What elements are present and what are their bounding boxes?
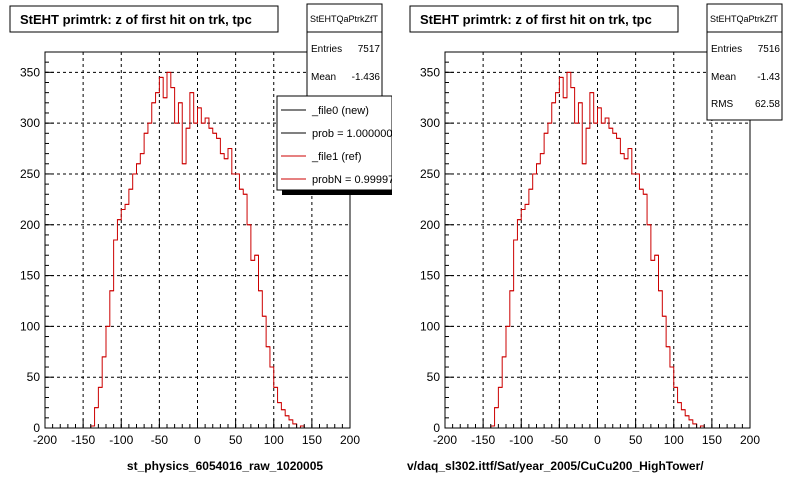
x-tick-label: -200: [33, 433, 57, 447]
chart-title: StEHT primtrk: z of first hit on trk, tp…: [20, 12, 252, 27]
y-tick-label: 350: [420, 65, 440, 79]
x-axis-label: st_physics_6054016_raw_1020005: [127, 459, 323, 473]
x-tick-label: 150: [702, 433, 722, 447]
y-tick-label: 250: [20, 167, 40, 181]
stats-mean-label: Mean: [711, 72, 736, 83]
y-tick-label: 300: [420, 116, 440, 130]
stats-entries-label: Entries: [311, 44, 342, 55]
x-tick-label: 100: [664, 433, 684, 447]
y-tick-label: 300: [20, 116, 40, 130]
x-tick-label: -200: [433, 433, 457, 447]
y-tick-label: 0: [433, 421, 440, 435]
x-tick-label: -50: [151, 433, 169, 447]
histogram-right-svg: -200 -150 -100 -50 0 50 100 150 200 0 50 100 150 200 2…: [407, 3, 783, 473]
legend-box: [276, 95, 393, 191]
x-tick-label: 100: [264, 433, 284, 447]
x-tick-label: 200: [740, 433, 760, 447]
x-tick-label: 150: [302, 433, 322, 447]
stats-name: StEHTQaPtrkZfT: [310, 14, 379, 24]
series-left: [90, 71, 305, 429]
y-tick-label: 0: [33, 421, 40, 435]
stats-box: [706, 3, 783, 121]
y-tick-label: 50: [427, 370, 441, 384]
y-tick-label: 100: [420, 319, 440, 333]
x-axis-label: v/daq_sl302.ittf/Sat/year_2005/CuCu200_H…: [407, 459, 704, 473]
x-tick-label: -150: [471, 433, 495, 447]
chart-title: StEHT primtrk: z of first hit on trk, tp…: [420, 12, 652, 27]
title-box: [9, 5, 279, 33]
y-tick-label: 100: [20, 319, 40, 333]
y-tick-label: 200: [20, 218, 40, 232]
histogram-pad-right: -200 -150 -100 -50 0 50 100 150 200 0 50 100 150 200 2…: [400, 0, 800, 480]
histogram-left-svg: -200 -150 -100 -50 0 50 100 150 200 0 50 100 150 200 2…: [9, 3, 400, 473]
x-tick-label: 0: [194, 433, 201, 447]
x-tick-label: -150: [71, 433, 95, 447]
y-tick-label: 50: [27, 370, 41, 384]
legend-label-prob: prob = 1.000000: [312, 128, 392, 140]
y-tick-label: 200: [420, 218, 440, 232]
stats-entries-value: 7516: [758, 44, 781, 55]
stats-mean-label: Mean: [311, 72, 336, 83]
x-tick-label: 50: [629, 433, 643, 447]
histogram-pad-left: -200 -150 -100 -50 0 50 100 150 200 0 50 100 150 200 2…: [0, 0, 400, 480]
grid-right: [445, 52, 750, 428]
ticks-right: -200 -150 -100 -50 0 50 100 150 200 0 50 100 150 200 2…: [420, 51, 760, 447]
stats-mean-value: -1.436: [352, 72, 381, 83]
y-tick-label: 250: [420, 167, 440, 181]
x-tick-label: -50: [551, 433, 569, 447]
stats-entries-value: 7517: [358, 44, 381, 55]
histogram-outline: [490, 71, 705, 429]
stats-box: [306, 3, 383, 105]
histogram-outline: [90, 71, 305, 429]
legend-clip: [392, 90, 400, 200]
y-tick-label: 350: [20, 65, 40, 79]
stats-name: StEHTQaPtrkZfT: [710, 14, 779, 24]
y-tick-label: 150: [20, 269, 40, 283]
legend-label-probn: probN = 0.999975: [312, 174, 400, 186]
stats-rms-label: RMS: [711, 99, 734, 110]
legend-label-new: _file0 (new): [311, 105, 369, 117]
title-box: [409, 5, 679, 33]
x-tick-label: 200: [340, 433, 360, 447]
stats-entries-label: Entries: [711, 44, 742, 55]
series-right: [490, 71, 705, 429]
y-tick-label: 150: [420, 269, 440, 283]
legend-label-ref: _file1 (ref): [311, 151, 362, 163]
x-tick-label: 50: [229, 433, 243, 447]
x-tick-label: -100: [109, 433, 133, 447]
ticks-left: -200 -150 -100 -50 0 50 100 150 200 0 50 100 150 200 2…: [20, 51, 360, 447]
stats-mean-value: -1.43: [757, 72, 780, 83]
x-tick-label: -100: [509, 433, 533, 447]
stats-rms-value: 62.58: [755, 99, 780, 110]
x-tick-label: 0: [594, 433, 601, 447]
